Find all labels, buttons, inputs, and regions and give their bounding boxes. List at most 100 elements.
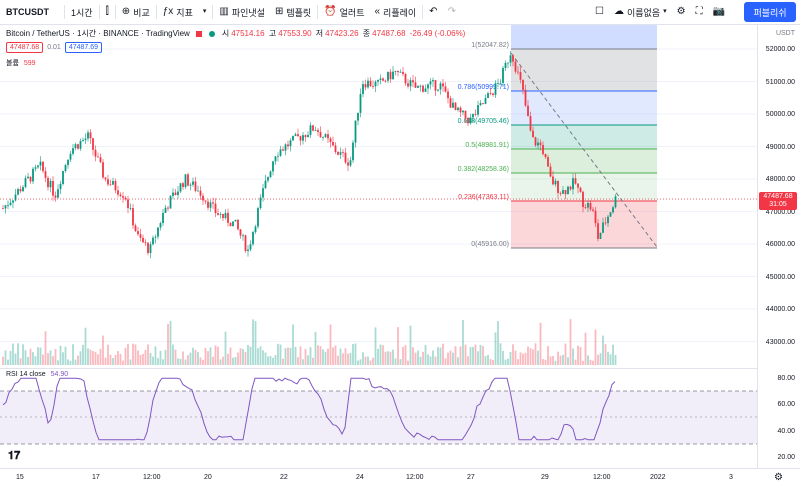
currency-label: USDT xyxy=(775,30,795,37)
snapshot-button[interactable]: 📷 xyxy=(708,0,730,24)
candle-body xyxy=(59,184,62,190)
candle-body xyxy=(274,156,277,162)
ask-price[interactable]: 47487.69 xyxy=(64,42,103,53)
current-price-tag: 47487.68 31:05 xyxy=(759,192,797,210)
candle-body xyxy=(544,154,547,158)
fib-zone-1 xyxy=(511,49,657,91)
candle-body xyxy=(369,80,372,86)
redo-icon: ↷ xyxy=(447,6,456,17)
settings-button[interactable]: ⚙ xyxy=(672,0,691,24)
alerts-button[interactable]: ⏰ 얼러트 xyxy=(319,0,369,24)
candle-body xyxy=(12,200,14,203)
volume-bar xyxy=(59,345,62,365)
rsi-legend[interactable]: RSI 14 close 54.90 xyxy=(6,371,68,378)
candle-body xyxy=(477,105,479,115)
candle-body xyxy=(457,107,459,110)
volume-bar xyxy=(489,359,492,365)
candle-body xyxy=(494,83,497,95)
layout-select-button[interactable]: ☐ xyxy=(590,0,609,24)
price-tick: 48000.00 xyxy=(765,176,795,183)
volume-bar xyxy=(284,348,287,365)
volume-bar xyxy=(194,349,197,365)
price-chart[interactable]: 1(52047.82) 0.786(50999.71) 0.618(49705.… xyxy=(0,25,757,367)
candle-body xyxy=(39,161,42,166)
volume-bar xyxy=(99,348,102,365)
price-tick: 46000.00 xyxy=(765,241,795,248)
volume-bar xyxy=(4,350,7,365)
volume-bar xyxy=(189,352,192,365)
candle-body xyxy=(392,71,394,80)
undo-button[interactable]: ↶ xyxy=(424,0,442,24)
volume-bar xyxy=(297,357,299,365)
price-axis[interactable]: USDT 52000.00 51000.00 50000.00 49000.00… xyxy=(757,25,800,468)
fullscreen-button[interactable]: ⛶ xyxy=(691,0,708,24)
candle-body xyxy=(124,197,127,200)
redo-button[interactable]: ↷ xyxy=(443,0,461,24)
volume-bar xyxy=(372,357,374,365)
candle-body xyxy=(354,120,357,143)
templates-button[interactable]: ⊞ 템플릿 xyxy=(270,0,316,24)
indicators-button[interactable]: ƒx 지표 xyxy=(158,0,198,24)
candle-body xyxy=(339,152,342,155)
pair-title[interactable]: Bitcoin / TetherUS · 1시간 · BINANCE · Tra… xyxy=(6,29,190,38)
square-icon: ☐ xyxy=(595,6,604,17)
chart-type-button[interactable]: ⫿ xyxy=(101,0,114,24)
volume-bar xyxy=(437,347,439,365)
bid-price[interactable]: 47487.68 xyxy=(6,42,44,53)
replay-button[interactable]: «리플레이 xyxy=(369,0,421,24)
fib-label-0236: 0.236(47363.11) xyxy=(458,194,509,201)
candle-body xyxy=(527,105,529,117)
volume-bar xyxy=(254,321,257,365)
volume-bar xyxy=(32,352,34,365)
candle-body xyxy=(462,110,464,113)
volume-legend[interactable]: 볼륨 599 xyxy=(6,58,36,68)
candle-body xyxy=(577,183,579,188)
high-value: 47553.90 xyxy=(278,29,312,38)
volume-bar xyxy=(132,343,134,365)
compare-button[interactable]: ⊕ 비교 xyxy=(117,0,155,24)
chevron-down-icon: ▾ xyxy=(663,8,667,15)
publish-button[interactable]: 퍼블리쉬 xyxy=(744,2,796,22)
volume-bar xyxy=(29,348,32,365)
candle-body xyxy=(227,212,229,223)
candle-body xyxy=(542,145,544,155)
time-axis[interactable]: 15 17 12:00 20 22 24 12:00 27 29 12:00 2… xyxy=(0,468,800,490)
volume-bar xyxy=(529,348,532,365)
candle-body xyxy=(532,130,534,138)
volume-bar xyxy=(9,350,12,365)
fib-retracement[interactable]: 1(52047.82) 0.786(50999.71) 0.618(49705.… xyxy=(458,25,658,249)
candle-body xyxy=(329,138,332,142)
volume-bar xyxy=(244,351,247,365)
change-value: -26.49 (-0.06%) xyxy=(409,29,466,38)
candle-body xyxy=(377,80,379,82)
volume-bar xyxy=(17,343,19,365)
candle-body xyxy=(67,159,69,166)
candle-body xyxy=(32,168,34,182)
volume-bar xyxy=(177,358,179,365)
candle-body xyxy=(187,174,189,186)
volume-bar xyxy=(252,319,254,365)
volume-bar xyxy=(354,343,357,365)
volume-bar xyxy=(509,352,512,365)
candle-body xyxy=(239,229,242,236)
volume-bar xyxy=(389,351,392,365)
candle-body xyxy=(552,176,554,185)
volume-bar xyxy=(127,343,129,365)
indicators-dropdown[interactable]: ▾ xyxy=(198,0,212,24)
volume-bar xyxy=(464,344,467,365)
candle-body xyxy=(372,85,374,87)
volume-bar xyxy=(537,350,539,365)
interval-button[interactable]: 1시간 xyxy=(66,0,98,24)
pine-label: 파인냇설 xyxy=(231,7,265,18)
axis-settings-icon[interactable]: ⚙ xyxy=(774,472,783,483)
rsi-pane[interactable] xyxy=(0,368,757,469)
candle-body xyxy=(422,85,424,92)
volume-bar xyxy=(337,355,339,365)
open-key: 시 xyxy=(221,29,230,38)
volume-bar xyxy=(272,357,274,365)
volume-bar xyxy=(209,347,212,365)
pine-editor-button[interactable]: ▥ 파인냇설 xyxy=(214,0,270,24)
save-layout-button[interactable]: ☁ 이름없음 ▾ xyxy=(609,0,672,24)
symbol-search[interactable]: BTCUSDT xyxy=(0,0,63,24)
volume-bar xyxy=(92,351,94,365)
